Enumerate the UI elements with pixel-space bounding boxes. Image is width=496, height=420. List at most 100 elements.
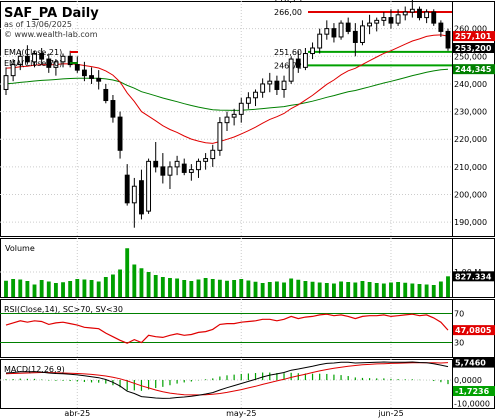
macd-tick-label: 0,0000	[454, 376, 482, 385]
macd-value-tag-text: 5,7460	[455, 359, 486, 368]
candle	[238, 97, 244, 123]
candle-body-up	[409, 8, 415, 13]
last-value-tags: 257,101 253,200 244,345 827.334 47,0805 5,746…	[70, 31, 495, 397]
macd-histogram-bar	[90, 380, 93, 383]
macd-histogram-bar	[326, 373, 328, 381]
candle	[424, 9, 430, 24]
candle-body-down	[46, 58, 52, 68]
level-label: 251,60	[274, 48, 302, 57]
candle	[381, 12, 387, 26]
candle-body-up	[381, 17, 387, 21]
candle-body-up	[317, 33, 323, 49]
macd-histogram-bar	[183, 380, 185, 383]
volume-bar	[324, 283, 329, 297]
macd-histogram-bar	[368, 378, 371, 381]
candle-body-down	[96, 77, 102, 82]
macd-histogram-bar	[133, 380, 135, 391]
rsi-value-tag: 47,0805	[453, 325, 495, 336]
rsi-value-tag-bg	[453, 325, 495, 336]
candle	[417, 6, 422, 21]
volume-bar	[61, 282, 65, 297]
volume-bar	[196, 279, 201, 297]
rsi-panel	[0, 313, 452, 344]
rsi-line	[5, 313, 449, 344]
candle-body-up	[260, 83, 266, 93]
candle-body-up	[253, 91, 258, 99]
candle-body-down	[181, 163, 187, 173]
volume-bar	[438, 281, 443, 297]
candle	[260, 78, 266, 98]
ema70-value-tag-bg	[453, 64, 495, 75]
macd-value-tag-bg	[453, 357, 495, 368]
volume-bar	[217, 279, 222, 297]
candle-body-down	[331, 28, 337, 38]
volume-bar	[282, 282, 286, 297]
volume-bar	[317, 282, 322, 297]
macd-panel-label: MACD(12,26,9)	[4, 365, 65, 374]
volume-bar	[289, 278, 294, 297]
macd-histogram-bar	[233, 374, 235, 381]
candle-body-up	[395, 14, 401, 24]
candle-body-up	[17, 55, 23, 66]
volume-bar	[53, 283, 58, 297]
price-tick-label: 220,000	[454, 135, 487, 144]
candle	[167, 161, 173, 189]
macd-histogram-bar	[276, 373, 278, 381]
volume-bar	[389, 282, 393, 297]
candle	[46, 53, 52, 73]
price-tick-label: 240,000	[454, 80, 487, 89]
candle-body-up	[360, 25, 365, 43]
macd-histogram-bar	[390, 378, 392, 381]
macd-histogram-bar	[376, 378, 378, 381]
macd-histogram-bar	[247, 373, 249, 381]
volume-bar	[39, 280, 44, 297]
macd-histogram-bar	[83, 380, 86, 382]
rsi-panel-label: RSI(Close,14), SC>70, SV<30	[4, 305, 123, 314]
candle-body-up	[167, 166, 173, 176]
candle	[302, 48, 308, 71]
volume-bar	[274, 281, 279, 297]
candle	[352, 23, 358, 57]
candle-body-up	[188, 169, 194, 173]
date-tick-label: may-25	[226, 409, 256, 418]
candle	[317, 28, 323, 54]
volume-bar	[160, 277, 165, 297]
candle-body-up	[402, 11, 408, 16]
candle-body-up	[302, 53, 308, 68]
close-value-tag-text: 253,200	[455, 44, 492, 53]
candle-body-up	[288, 58, 294, 82]
volume-bar	[310, 281, 315, 297]
volume-bar	[346, 282, 351, 297]
macd-histogram-bar	[269, 372, 271, 381]
candle	[324, 20, 330, 40]
volume-bar	[203, 278, 208, 297]
volume-bar	[118, 269, 122, 297]
candle	[188, 164, 194, 181]
candle	[224, 111, 230, 131]
candle-body-down	[345, 22, 351, 32]
volume-bar	[303, 281, 308, 297]
candle	[409, 0, 415, 18]
candle	[274, 75, 280, 95]
candle-body-down	[67, 55, 73, 66]
volume-bar	[89, 280, 94, 297]
candle	[81, 61, 87, 82]
candle-body-down	[295, 58, 301, 68]
candle	[103, 83, 109, 104]
candle	[395, 9, 401, 26]
macd-histogram-bar	[311, 373, 314, 381]
candle	[139, 169, 144, 220]
macd-histogram-bar	[205, 379, 207, 381]
axis-frame-3	[452, 359, 495, 409]
candle-body-up	[146, 160, 152, 212]
volume-bar	[374, 283, 379, 297]
volume-bar	[353, 282, 358, 297]
macd-hist-value-tag-text: -1,7236	[455, 387, 490, 396]
macd-histogram-bar	[433, 380, 435, 382]
candle-body-up	[281, 80, 287, 90]
candlestick-series	[3, 0, 451, 228]
candle	[374, 17, 380, 32]
candle	[231, 108, 237, 126]
volume-bar	[168, 278, 172, 297]
